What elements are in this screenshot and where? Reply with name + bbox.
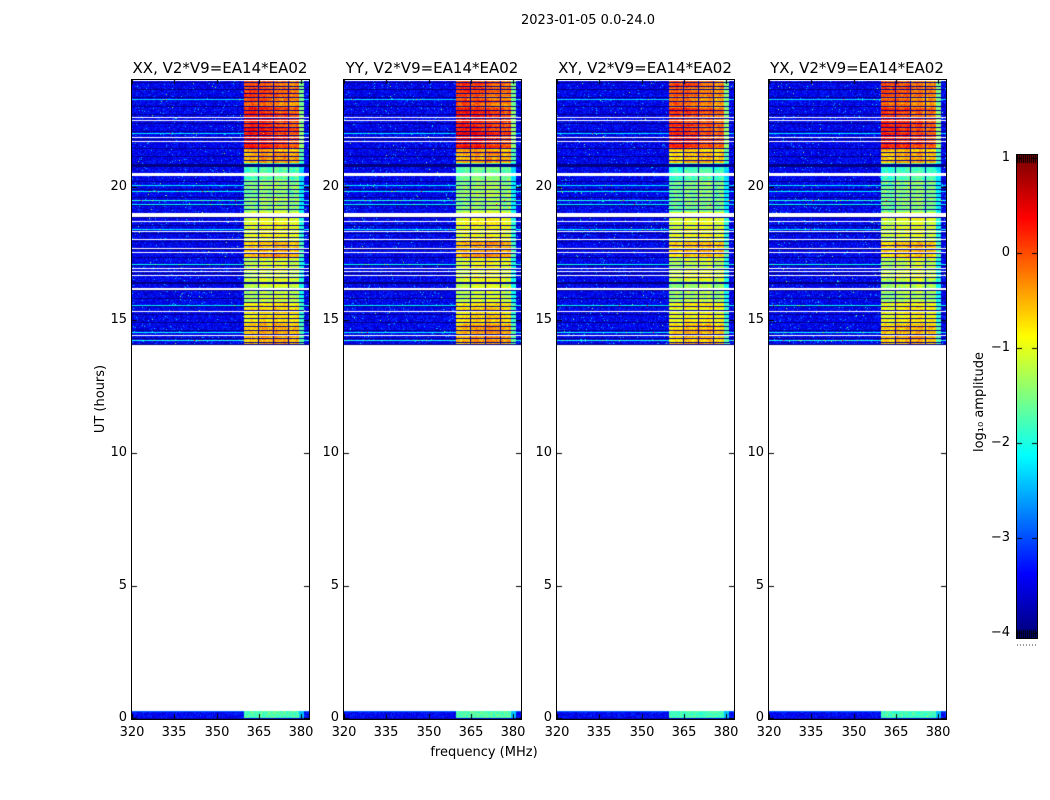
y-tick-label: 0: [118, 710, 127, 725]
x-tick-label: 335: [161, 725, 187, 740]
x-tick-label: 320: [756, 725, 782, 740]
panel-title-yx: YX, V2*V9=EA14*EA02: [770, 59, 944, 77]
x-tick-label: 320: [544, 725, 570, 740]
x-tick-label: 365: [246, 725, 272, 740]
y-tick-label: 15: [747, 312, 764, 327]
y-tick-label: 0: [543, 710, 552, 725]
heatmap-panel-yx: [768, 79, 947, 720]
y-tick-label: 0: [330, 710, 339, 725]
y-tick-label: 5: [755, 578, 764, 593]
y-tick-label: 10: [747, 445, 764, 460]
x-tick-label: 380: [288, 725, 314, 740]
y-tick-label: 20: [535, 179, 552, 194]
x-tick-label: 335: [373, 725, 399, 740]
x-tick-label: 380: [500, 725, 526, 740]
x-tick-label: 320: [331, 725, 357, 740]
y-tick-label: 20: [110, 179, 127, 194]
y-tick-label: 10: [322, 445, 339, 460]
y-tick-label: 0: [755, 710, 764, 725]
y-tick-label: 10: [110, 445, 127, 460]
y-tick-label: 5: [118, 578, 127, 593]
y-tick-label: 15: [110, 312, 127, 327]
x-tick-label: 365: [671, 725, 697, 740]
x-axis-label: frequency (MHz): [430, 745, 538, 760]
y-tick-label: 15: [322, 312, 339, 327]
colorbar-tick-label: −2: [990, 435, 1010, 450]
panel-title-xy: XY, V2*V9=EA14*EA02: [558, 59, 732, 77]
y-tick-label: 20: [322, 179, 339, 194]
figure-title: 2023-01-05 0.0-24.0: [521, 13, 655, 28]
y-tick-label: 10: [535, 445, 552, 460]
y-tick-label: 15: [535, 312, 552, 327]
heatmap-panel-xx: [131, 79, 310, 720]
heatmap-panel-xy: [556, 79, 735, 720]
y-tick-label: 20: [747, 179, 764, 194]
x-tick-label: 350: [204, 725, 230, 740]
x-tick-label: 335: [798, 725, 824, 740]
x-tick-label: 380: [925, 725, 951, 740]
colorbar-extend-dots: [1017, 644, 1037, 646]
colorbar-tick-label: −3: [990, 530, 1010, 545]
x-tick-label: 350: [629, 725, 655, 740]
colorbar-tick-label: −1: [990, 340, 1010, 355]
x-tick-label: 320: [119, 725, 145, 740]
panel-title-yy: YY, V2*V9=EA14*EA02: [345, 59, 519, 77]
colorbar-tick-label: 1: [1001, 150, 1010, 165]
x-tick-label: 350: [841, 725, 867, 740]
x-tick-label: 335: [586, 725, 612, 740]
colorbar: [1016, 154, 1038, 639]
panel-title-xx: XX, V2*V9=EA14*EA02: [132, 59, 308, 77]
x-tick-label: 365: [883, 725, 909, 740]
colorbar-tick-label: −4: [990, 625, 1010, 640]
heatmap-panel-yy: [343, 79, 522, 720]
x-tick-label: 350: [416, 725, 442, 740]
y-tick-label: 5: [543, 578, 552, 593]
y-tick-label: 5: [330, 578, 339, 593]
x-tick-label: 365: [458, 725, 484, 740]
colorbar-tick-label: 0: [1001, 245, 1010, 260]
x-tick-label: 380: [713, 725, 739, 740]
